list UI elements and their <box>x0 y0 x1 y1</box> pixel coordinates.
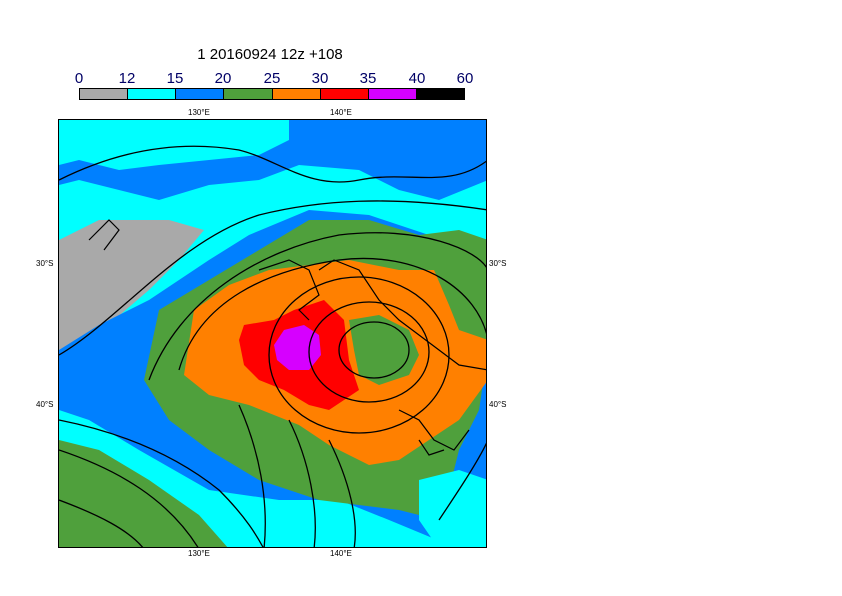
lat-tick-right: 30°S <box>489 259 507 268</box>
lat-tick-right: 40°S <box>489 400 507 409</box>
lon-tick-top: 140°E <box>330 108 352 117</box>
legend-swatch <box>128 89 177 99</box>
isobar <box>438 442 486 521</box>
legend-label: 12 <box>118 70 136 87</box>
coastline <box>88 219 486 456</box>
lat-tick-left: 30°S <box>36 259 54 268</box>
isobar <box>328 439 356 547</box>
color-legend-bar <box>79 88 465 100</box>
legend-swatch <box>80 89 129 99</box>
chart-title: 1 20160924 12z +108 <box>197 46 343 63</box>
isobar <box>178 257 486 371</box>
isobar <box>268 276 450 434</box>
isobar <box>238 404 266 547</box>
isobar <box>59 145 486 183</box>
lon-tick-top: 130°E <box>188 108 210 117</box>
isobar <box>288 419 316 547</box>
legend-label: 30 <box>311 70 329 87</box>
legend-labels: 0 12 15 20 25 30 35 40 60 <box>60 70 500 90</box>
legend-label: 20 <box>214 70 232 87</box>
legend-label: 25 <box>263 70 281 87</box>
isobar <box>338 321 410 379</box>
legend-label: 35 <box>359 70 377 87</box>
map-canvas <box>59 120 486 547</box>
legend-swatch <box>368 89 417 99</box>
legend-swatch <box>416 89 464 99</box>
isobar <box>59 499 144 547</box>
legend-swatch <box>176 89 225 99</box>
legend-label: 15 <box>166 70 184 87</box>
isobars <box>59 145 486 547</box>
legend-swatch <box>224 89 273 99</box>
lon-tick-bottom: 140°E <box>330 549 352 558</box>
legend-label: 0 <box>74 70 84 87</box>
legend-label: 40 <box>408 70 426 87</box>
isobar <box>59 200 486 356</box>
lat-tick-left: 40°S <box>36 400 54 409</box>
wind-map <box>58 119 487 548</box>
isobar <box>59 419 264 547</box>
wind-band-12-15-se <box>419 470 486 547</box>
legend-swatch <box>320 89 369 99</box>
isobar <box>59 449 199 547</box>
legend-swatch <box>272 89 321 99</box>
isobar <box>148 232 486 381</box>
legend-label: 60 <box>456 70 474 87</box>
wind-band-0-12 <box>59 220 204 350</box>
isobar <box>308 301 430 403</box>
lon-tick-bottom: 130°E <box>188 549 210 558</box>
